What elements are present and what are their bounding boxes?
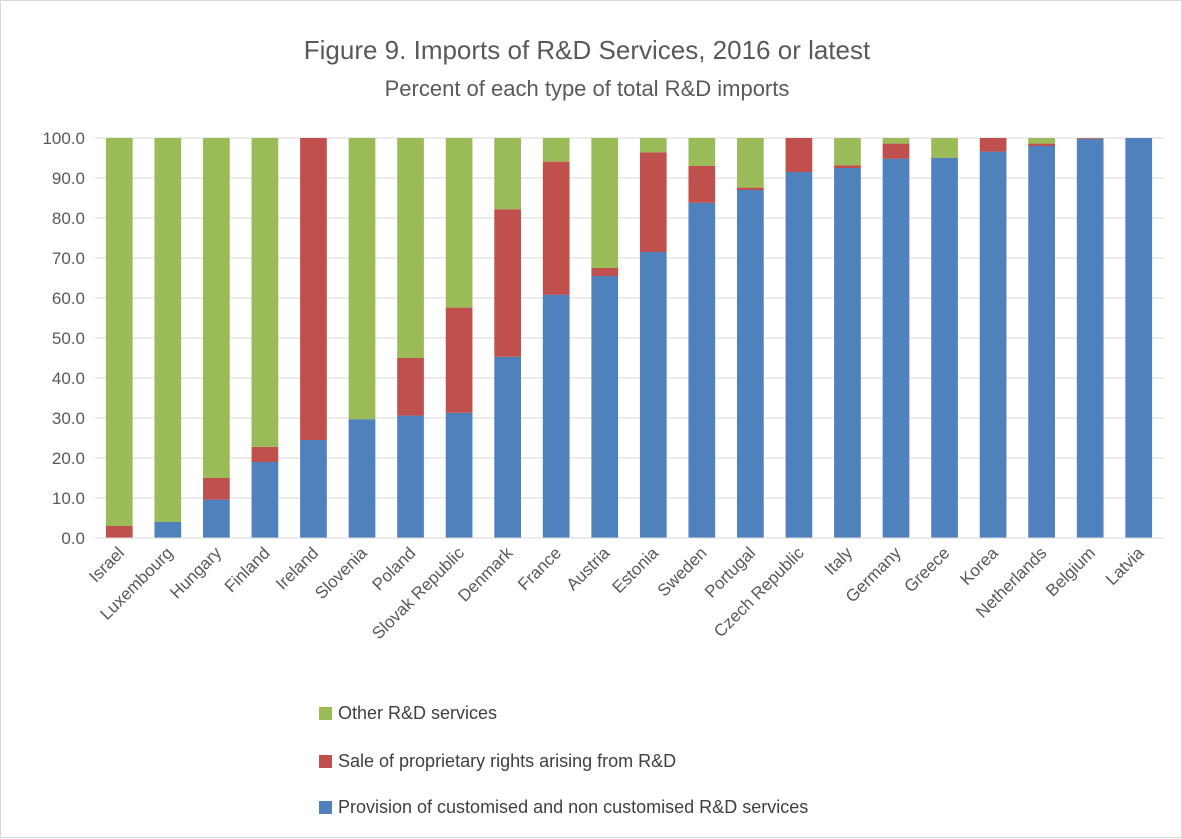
y-axis-tick-labels: 0.0 10.0 20.0 30.0 40.0 50.0 60.0 70.0 80.0 90.0 1…: [42, 129, 85, 548]
bar-segment: [542, 138, 570, 162]
bar-segment: [639, 252, 667, 538]
x-category-label: Greece: [901, 543, 954, 596]
y-tick-label: 80.0: [52, 209, 85, 228]
bar-segment: [639, 138, 667, 153]
legend-swatch: [319, 801, 332, 814]
x-category-label: Latvia: [1102, 543, 1148, 589]
bar-segment: [203, 138, 230, 478]
y-tick-label: 70.0: [52, 249, 85, 268]
x-category-label: Belgium: [1042, 543, 1099, 600]
x-category-label: Israel: [85, 543, 128, 586]
x-axis-category-labels: IsraelLuxembourgHungaryFinlandIrelandSlo…: [85, 543, 1148, 643]
bar-segment: [348, 138, 376, 420]
x-category-label: Finland: [221, 543, 274, 596]
bars: [105, 138, 1153, 539]
legend-label: Provision of customised and non customis…: [338, 797, 808, 817]
bar-segment: [882, 158, 910, 539]
bar-segment: [1125, 138, 1153, 538]
bar-segment: [445, 307, 473, 413]
x-category-label: Hungary: [166, 543, 225, 602]
bar-segment: [979, 151, 1007, 538]
bar-segment: [1076, 138, 1104, 539]
bar-segment: [105, 138, 133, 526]
bar-segment: [397, 138, 424, 358]
bar-segment: [154, 138, 182, 522]
x-category-label: Austria: [563, 543, 614, 594]
x-category-label: Czech Republic: [710, 543, 808, 641]
bar-segment: [251, 446, 279, 462]
bar-segment: [688, 202, 716, 539]
y-tick-label: 20.0: [52, 449, 85, 468]
chart-subtitle: Percent of each type of total R&D import…: [385, 76, 790, 101]
bar-segment: [300, 138, 327, 440]
bar-segment: [1028, 146, 1055, 538]
legend: Other R&D services Sale of proprietary ri…: [319, 703, 808, 817]
legend-label: Sale of proprietary rights arising from …: [338, 751, 676, 771]
bar-segment: [542, 161, 570, 295]
y-tick-label: 60.0: [52, 289, 85, 308]
y-tick-label: 90.0: [52, 169, 85, 188]
x-category-label: Korea: [956, 543, 1002, 589]
bar-segment: [737, 138, 764, 188]
bar-segment: [931, 158, 958, 538]
bar-segment: [834, 138, 861, 166]
bar-segment: [639, 152, 667, 252]
bar-segment: [203, 499, 230, 538]
legend-label: Other R&D services: [338, 703, 497, 723]
bar-segment: [931, 138, 958, 158]
bar-segment: [1076, 138, 1104, 139]
bar-segment: [494, 356, 521, 538]
bar-segment: [203, 478, 230, 500]
bar-segment: [542, 294, 570, 538]
y-tick-label: 0.0: [61, 529, 85, 548]
bar-segment: [591, 276, 619, 538]
bar-segment: [688, 166, 716, 203]
bar-segment: [251, 138, 279, 447]
bar-segment: [445, 412, 473, 538]
bar-segment: [834, 165, 861, 168]
bar-segment: [591, 138, 619, 268]
bar-segment: [785, 172, 813, 538]
bar-segment: [882, 143, 910, 159]
bar-segment: [1028, 143, 1055, 146]
legend-swatch: [319, 755, 332, 768]
x-category-label: Slovenia: [311, 543, 371, 603]
bar-segment: [300, 440, 327, 538]
bar-segment: [834, 168, 861, 538]
bar-segment: [979, 138, 1007, 152]
bar-segment: [1028, 138, 1055, 144]
legend-swatch: [319, 707, 332, 720]
x-category-label: Slovak Republic: [368, 543, 468, 643]
y-tick-label: 10.0: [52, 489, 85, 508]
bar-segment: [445, 138, 473, 308]
y-tick-label: 30.0: [52, 409, 85, 428]
bar-segment: [397, 415, 424, 538]
bar-segment: [348, 419, 376, 538]
y-tick-label: 50.0: [52, 329, 85, 348]
chart-title: Figure 9. Imports of R&D Services, 2016 …: [304, 35, 871, 65]
x-category-label: Sweden: [654, 543, 711, 600]
bar-segment: [737, 190, 764, 538]
y-tick-label: 40.0: [52, 369, 85, 388]
bar-segment: [251, 462, 279, 538]
bar-segment: [494, 209, 521, 357]
bar-segment: [397, 358, 424, 416]
y-tick-label: 100.0: [42, 129, 85, 148]
bar-segment: [105, 526, 133, 538]
bar-segment: [688, 138, 716, 166]
bar-segment: [882, 138, 910, 144]
bar-segment: [494, 138, 521, 210]
x-category-label: Denmark: [454, 543, 517, 606]
bar-segment: [785, 138, 813, 172]
x-category-label: France: [514, 543, 565, 594]
bar-segment: [737, 187, 764, 190]
bar-segment: [591, 268, 619, 276]
bar-segment: [154, 522, 182, 538]
x-category-label: Italy: [821, 543, 857, 579]
